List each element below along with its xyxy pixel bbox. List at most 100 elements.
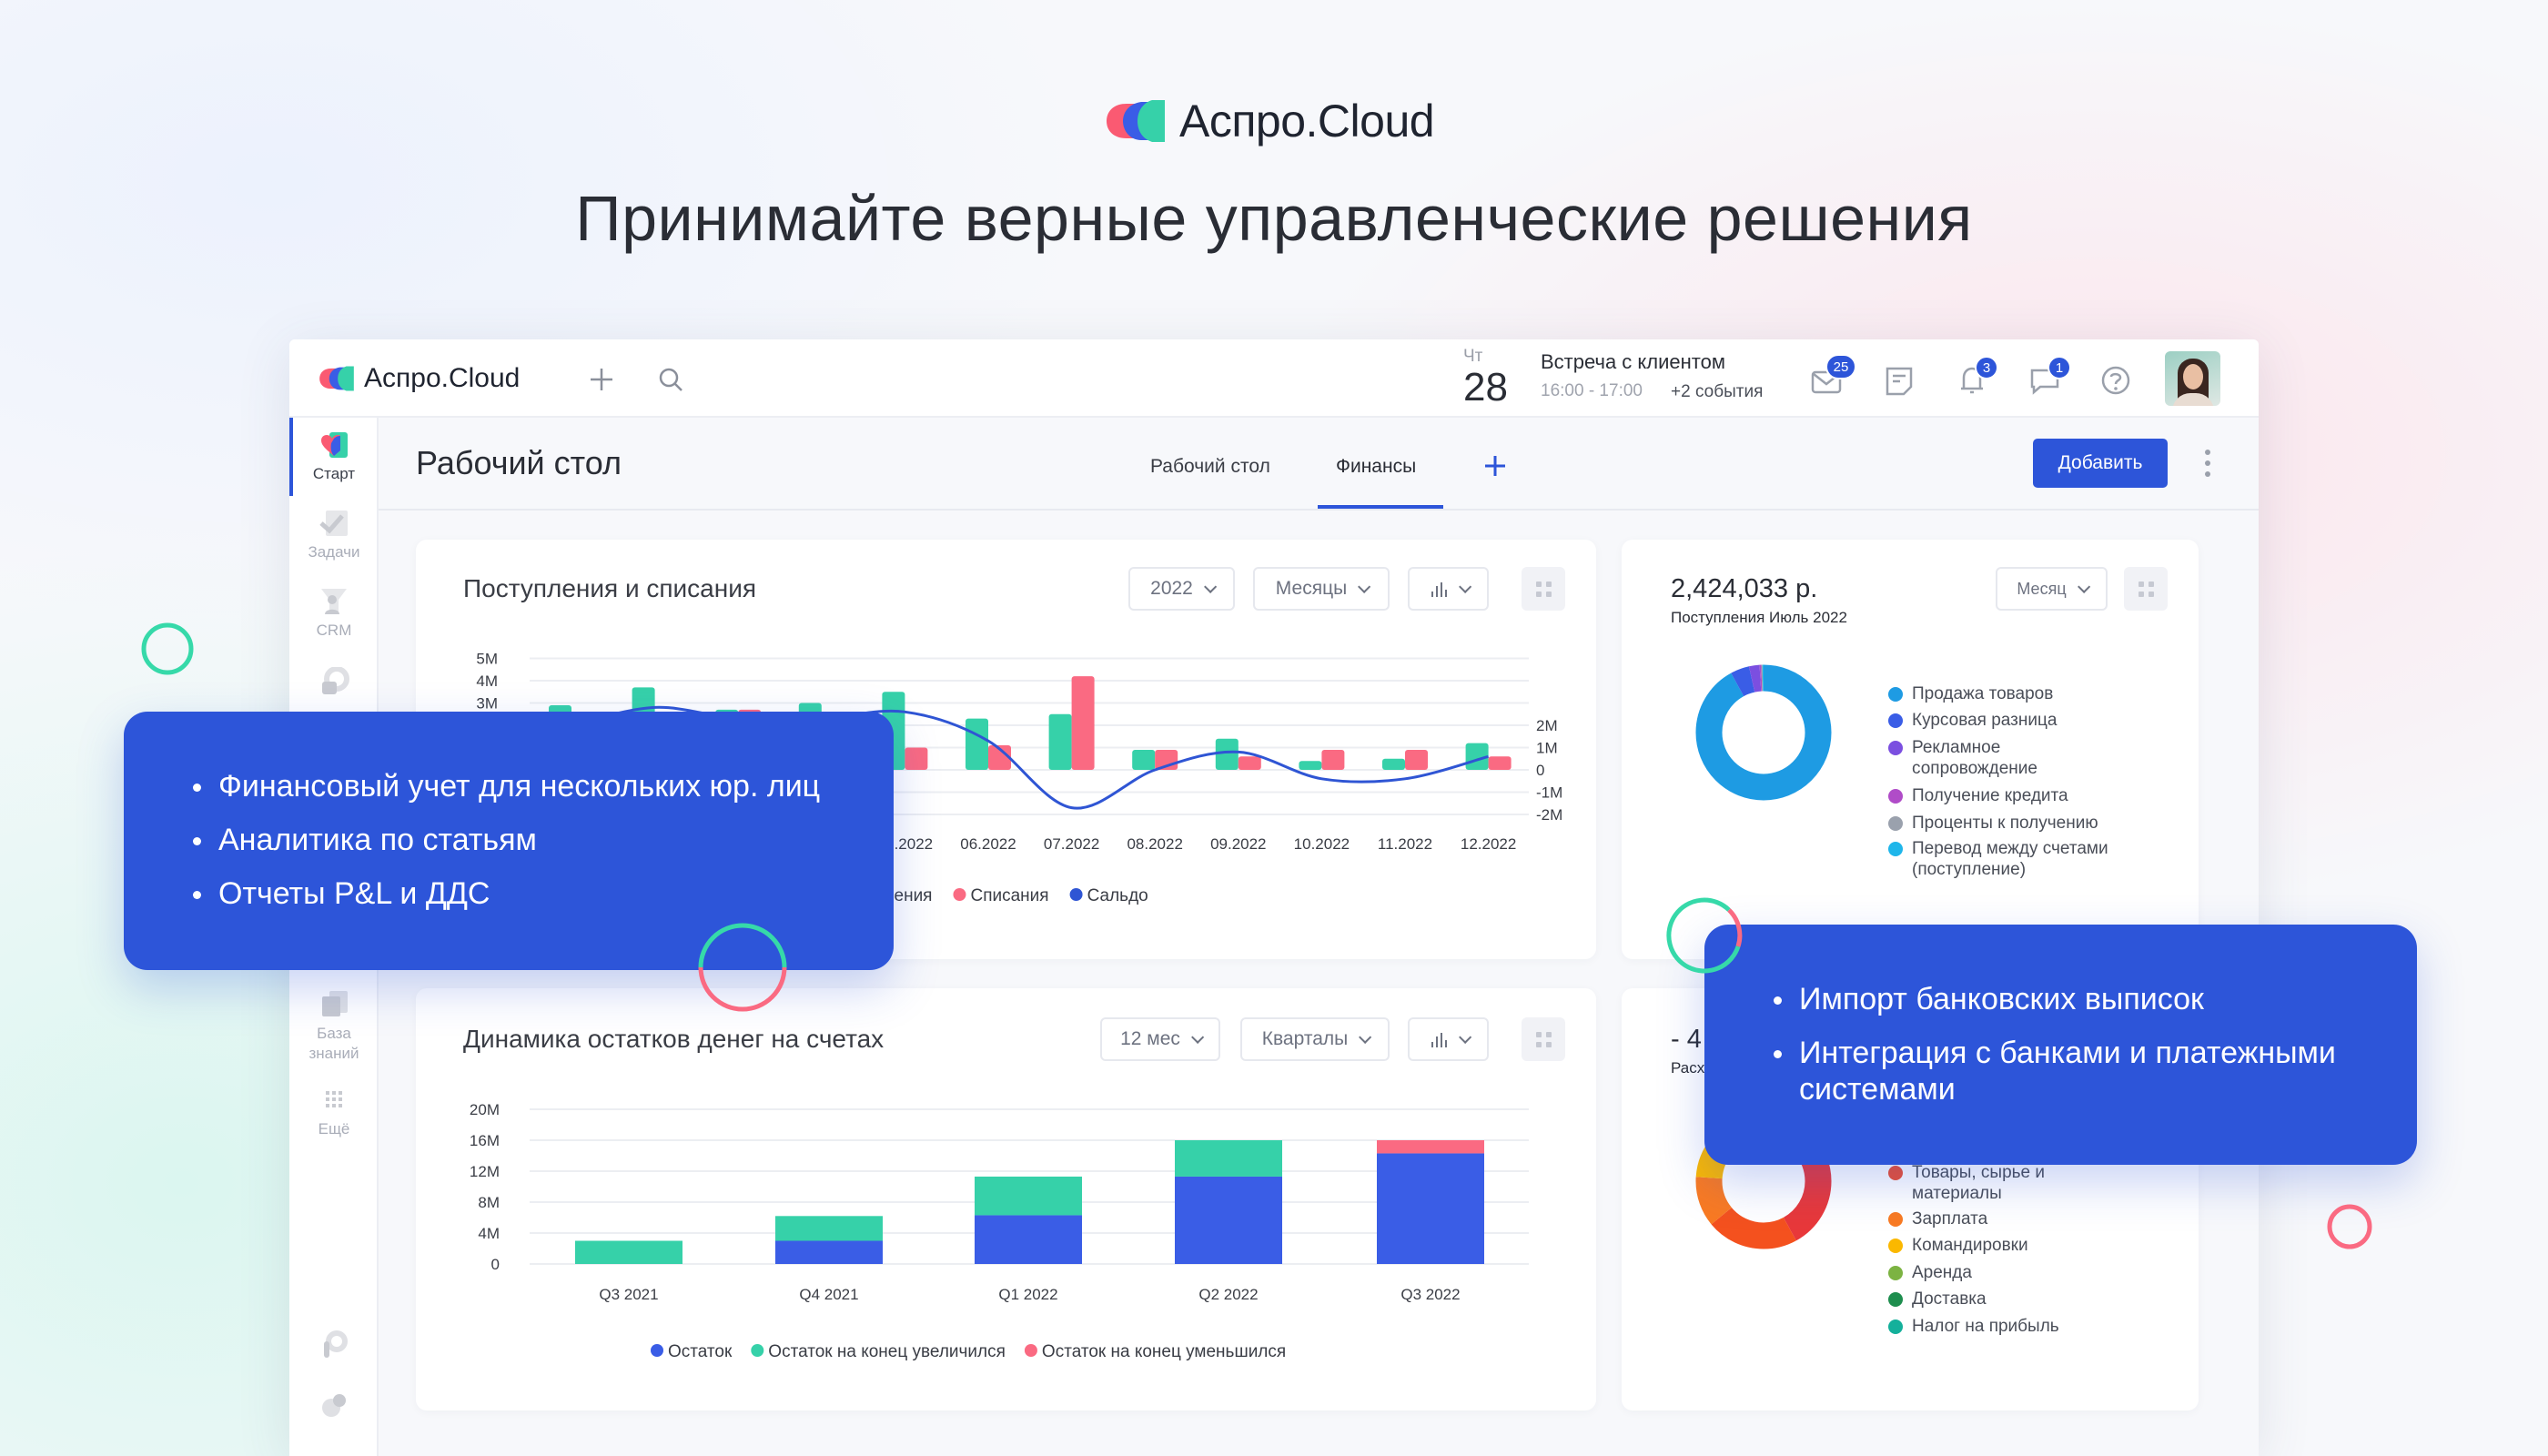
sidebar-item-chat[interactable] [289, 667, 379, 702]
kebab-menu-icon[interactable] [2199, 447, 2217, 480]
sidebar-item-crm[interactable]: CRM [289, 587, 379, 640]
legend-label: Остаток на конец уменьшился [1042, 1342, 1286, 1361]
legend-marker [1024, 1344, 1037, 1357]
legend-dot [1888, 1239, 1903, 1253]
period-dropdown[interactable]: Кварталы [1240, 1017, 1390, 1061]
event-time: 16:00 - 17:00 [1541, 381, 1643, 400]
app-logo[interactable]: Аспро.Cloud [318, 363, 520, 394]
sidebar-item-start[interactable]: Старт [289, 430, 379, 483]
mail-badge: 25 [1825, 354, 1856, 379]
drag-handle[interactable] [1522, 1017, 1565, 1061]
notifications-button[interactable]: 3 [1955, 356, 1998, 398]
event-title[interactable]: Встреча с клиентом [1541, 350, 1725, 373]
expense-amount: - 4 [1671, 1025, 1702, 1054]
bar-chart-icon [1431, 582, 1447, 597]
x-tick-label: Q3 2022 [1400, 1286, 1460, 1303]
income-amount: 2,424,033 р. [1671, 574, 1818, 603]
chat-bubble-icon [322, 667, 349, 694]
legend-item: Аренда [1888, 1262, 2067, 1283]
x-tick-label: 07.2022 [1044, 835, 1099, 853]
legend-dot [1888, 687, 1903, 702]
mail-button[interactable]: 25 [1809, 354, 1856, 398]
legend-dot [1888, 789, 1903, 804]
add-button[interactable]: Добавить [2033, 439, 2168, 488]
sidebar-item-more[interactable]: Ещё [289, 1086, 379, 1138]
y-tick-label: -1M [1536, 784, 1562, 802]
balances-card: Динамика остатков денег на счетах 12 мес… [416, 988, 1596, 1410]
tab-desktop[interactable]: Рабочий стол [1150, 456, 1270, 477]
income-subtitle: Поступления Июль 2022 [1671, 609, 1847, 626]
drag-handle[interactable] [2124, 567, 2168, 611]
bar-income [1048, 713, 1072, 770]
help-icon[interactable] [2098, 363, 2135, 399]
add-tab-icon[interactable] [1481, 452, 1509, 480]
month-dropdown[interactable]: Месяц [1996, 567, 2108, 611]
tab-finance[interactable]: Финансы [1336, 456, 1417, 477]
x-tick-label: 08.2022 [1127, 835, 1182, 853]
gear-icon [322, 1394, 346, 1417]
stacked-bar-segment [575, 1240, 682, 1264]
sidebar-item-settings[interactable] [289, 1391, 379, 1426]
legend-marker [1069, 888, 1083, 901]
funnel-person-icon [321, 589, 347, 614]
expense-subtitle: Расх [1671, 1059, 1705, 1077]
ring-decoration [141, 622, 194, 675]
tab-active-indicator [1318, 505, 1443, 509]
legend-label: Командировки [1912, 1236, 2028, 1255]
period-dropdown[interactable]: Месяцы [1253, 567, 1390, 611]
balances-chart: 20M 16M 12M 8M 4M 0 Q3 2021 Q4 2021 Q1 2022 Q2 20… [470, 1101, 1529, 1361]
dropdown-value: Месяц [2017, 579, 2067, 598]
sidebar-item-integrations[interactable] [289, 1330, 379, 1365]
donut-segment [1695, 664, 1832, 801]
legend-item: Рекламное сопровождение [1888, 737, 2121, 779]
aspro-logo-icon [319, 366, 354, 391]
chat-button[interactable]: 1 [2027, 356, 2071, 398]
avatar[interactable] [2165, 351, 2220, 406]
chart-type-dropdown[interactable] [1408, 567, 1489, 611]
search-icon[interactable] [657, 366, 684, 393]
dropdown-value: 12 мес [1120, 1028, 1180, 1049]
y-tick-label: 16M [470, 1132, 500, 1149]
legend-dot [1888, 842, 1903, 856]
sidebar-item-knowledge-base[interactable]: База знаний [289, 989, 379, 1064]
stacked-bar-segment [1175, 1176, 1282, 1264]
sidebar-item-tasks[interactable]: Задачи [289, 509, 379, 561]
range-dropdown[interactable]: 12 мес [1100, 1017, 1220, 1061]
chat-badge: 1 [2048, 356, 2071, 379]
feature-item: Импорт банковских выписок [1772, 981, 2204, 1017]
drag-handle[interactable] [1522, 567, 1565, 611]
legend-item: Получение кредита [1888, 785, 2121, 806]
feature-item: Отчеты P&L и ДДС [191, 875, 490, 912]
top-bar: Аспро.Cloud Чт 28 Встреча с клиентом 16:… [289, 339, 2259, 418]
y-tick-label: 0 [491, 1256, 500, 1273]
plus-icon[interactable] [588, 366, 615, 393]
more-events-link[interactable]: +2 события [1671, 382, 1764, 401]
bar-expense [1405, 749, 1428, 770]
y-tick-label: 8M [478, 1194, 500, 1211]
bar-income [1215, 738, 1239, 770]
income-donut-chart [1695, 664, 1832, 801]
notes-icon[interactable] [1882, 363, 1918, 399]
ring-decoration [2327, 1204, 2372, 1249]
donut-segment [1695, 1113, 1832, 1249]
legend-marker [651, 1344, 663, 1357]
y-tick-label: 12M [470, 1163, 500, 1180]
legend-dot [1888, 1212, 1903, 1227]
x-tick-label: Q1 2022 [998, 1286, 1057, 1303]
year-dropdown[interactable]: 2022 [1128, 567, 1235, 611]
bar-chart-icon [1431, 1033, 1447, 1047]
day-number: 28 [1463, 365, 1508, 410]
sidebar-item-label: База знаний [308, 1025, 359, 1062]
card-title: Поступления и списания [463, 574, 757, 602]
legend-item: Курсовая разница [1888, 710, 2121, 731]
y-tick-label: 4M [478, 1225, 500, 1242]
y-tick-label: 0 [1536, 762, 1544, 779]
legend-item: Командировки [1888, 1235, 2067, 1256]
bar-expense [1238, 756, 1261, 770]
legend-label: Курсовая разница [1912, 711, 2058, 730]
legend-dot [1888, 1166, 1903, 1180]
grid-icon [326, 1091, 342, 1107]
legend-label: Перевод между счетами (поступление) [1912, 839, 2108, 879]
layers-icon [322, 991, 348, 1016]
chart-type-dropdown[interactable] [1408, 1017, 1489, 1061]
